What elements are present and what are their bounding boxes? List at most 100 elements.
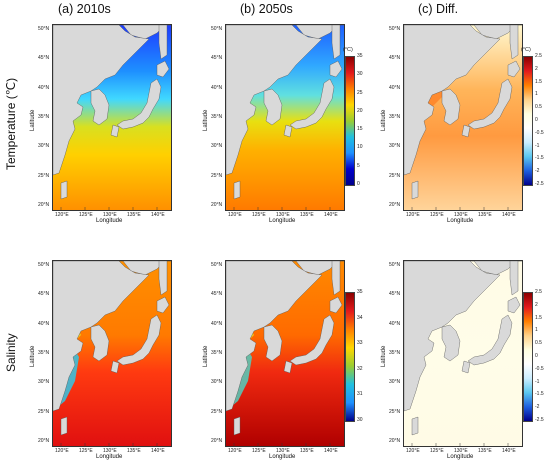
lon-tick-label: 140°E [151, 212, 165, 218]
lat-tick-label: 35°N [38, 114, 50, 121]
lon-tick-label: 120°E [55, 212, 69, 218]
y-axis-label: Latitude [203, 345, 209, 367]
lon-tick-label: 135°E [300, 212, 314, 218]
colorbar-salinity-diff-tick: 2 [535, 301, 538, 308]
colorbar-salinity-tick: 31 [357, 391, 363, 398]
lat-tick-label: 30°N [211, 379, 223, 386]
lat-tick-label: 20°N [38, 202, 50, 209]
y-axis-label: Latitude [203, 109, 209, 131]
lat-tick-label: 25°N [211, 172, 223, 179]
x-axis-label: Longitude [269, 454, 296, 460]
colorbar-temperature [345, 56, 355, 186]
lat-tick-label: 45°N [211, 55, 223, 62]
lat-tick-label: 40°N [389, 320, 401, 327]
colorbar-temperature-tick: 20 [357, 107, 363, 114]
lat-tick-label: 50°N [389, 262, 401, 268]
lat-tick-label: 50°N [211, 26, 223, 32]
lat-tick-label: 40°N [38, 84, 50, 91]
lat-tick-label: 40°N [38, 320, 50, 327]
colorbar-temperature-tick: 0 [357, 181, 360, 187]
lat-tick-label: 40°N [389, 84, 401, 91]
colorbar-salinity-diff-tick: 2.5 [535, 289, 542, 295]
colorbar-temperature-diff-tick: -2 [535, 168, 540, 175]
row-title-salinity: Salinity [4, 333, 18, 372]
lat-tick-label: 50°N [211, 262, 223, 268]
lat-tick-label: 40°N [211, 320, 223, 327]
lon-tick-label: 125°E [430, 212, 444, 218]
colorbar-salinity-diff-tick: -1.5 [535, 391, 544, 398]
colorbar-salinity-tick: 34 [357, 314, 363, 321]
lon-tick-label: 125°E [430, 448, 444, 454]
colorbar-salinity-diff-tick: -1 [535, 378, 540, 385]
lat-tick-label: 45°N [211, 291, 223, 298]
lat-tick-label: 35°N [389, 114, 401, 121]
lon-tick-label: 135°E [478, 448, 492, 454]
lon-tick-label: 130°E [454, 448, 468, 454]
lat-tick-label: 20°N [389, 438, 401, 445]
colorbar-temperature-tick: 25 [357, 89, 363, 96]
lon-tick-label: 140°E [151, 448, 165, 454]
lon-tick-label: 130°E [276, 212, 290, 218]
lon-tick-label: 135°E [300, 448, 314, 454]
colorbar-temperature-tick: 5 [357, 162, 360, 169]
colorbar-temperature-diff-unit: (°C) [521, 47, 531, 53]
colorbar-salinity-diff-tick: 0 [535, 353, 538, 359]
lat-tick-label: 30°N [389, 143, 401, 150]
colorbar-temperature-diff [523, 56, 533, 186]
y-axis-label: Latitude [381, 345, 387, 367]
lat-tick-label: 45°N [389, 55, 401, 62]
lon-tick-label: 130°E [103, 212, 117, 218]
lat-tick-label: 20°N [38, 438, 50, 445]
map-panel-temp-a [52, 24, 172, 211]
lat-tick-label: 35°N [211, 114, 223, 121]
lon-tick-label: 125°E [79, 212, 93, 218]
colorbar-temperature-diff-tick: 0 [535, 117, 538, 123]
lat-tick-label: 40°N [211, 84, 223, 91]
colorbar-temperature-diff-tick: 2.5 [535, 53, 542, 59]
map-panel-sal-a [52, 260, 172, 447]
colorbar-temperature-diff-tick: -0.5 [535, 129, 544, 136]
colorbar-salinity-diff-tick: -2 [535, 404, 540, 411]
colorbar-temperature-diff-tick: 0.5 [535, 104, 542, 111]
column-title-b: (b) 2050s [240, 2, 293, 16]
colorbar-salinity-diff-tick: 0.5 [535, 340, 542, 347]
lat-tick-label: 25°N [389, 408, 401, 415]
lon-tick-label: 125°E [79, 448, 93, 454]
colorbar-temperature-diff-tick: 2 [535, 65, 538, 72]
colorbar-temperature-tick: 15 [357, 126, 363, 133]
lon-tick-label: 140°E [324, 212, 338, 218]
x-axis-label: Longitude [447, 218, 474, 224]
lat-tick-label: 30°N [211, 143, 223, 150]
lat-tick-label: 25°N [211, 408, 223, 415]
colorbar-temperature-tick: 10 [357, 144, 363, 151]
lon-tick-label: 135°E [478, 212, 492, 218]
lon-tick-label: 130°E [454, 212, 468, 218]
lat-tick-label: 20°N [211, 438, 223, 445]
y-axis-label: Latitude [30, 345, 36, 367]
colorbar-salinity-tick: 32 [357, 365, 363, 372]
colorbar-salinity [345, 292, 355, 422]
lat-tick-label: 50°N [389, 26, 401, 32]
map-field [226, 25, 344, 210]
colorbar-temperature-unit: (°C) [343, 47, 353, 53]
lon-tick-label: 120°E [228, 448, 242, 454]
lat-tick-label: 50°N [38, 262, 50, 268]
lat-tick-label: 45°N [38, 291, 50, 298]
lat-tick-label: 20°N [211, 202, 223, 209]
colorbar-temperature-diff-tick: 1.5 [535, 78, 542, 85]
colorbar-temperature-tick: 35 [357, 53, 363, 59]
map-field [404, 25, 522, 210]
lon-tick-label: 120°E [406, 448, 420, 454]
colorbar-salinity-diff-tick: 1.5 [535, 314, 542, 321]
map-field [226, 261, 344, 446]
lat-tick-label: 45°N [38, 55, 50, 62]
colorbar-temperature-diff-tick: -1 [535, 142, 540, 149]
x-axis-label: Longitude [269, 218, 296, 224]
colorbar-salinity-tick: 30 [357, 417, 363, 423]
y-axis-label: Latitude [381, 109, 387, 131]
lat-tick-label: 35°N [211, 350, 223, 357]
lon-tick-label: 140°E [502, 448, 516, 454]
map-panel-temp-c [403, 24, 523, 211]
lat-tick-label: 35°N [389, 350, 401, 357]
x-axis-label: Longitude [447, 454, 474, 460]
